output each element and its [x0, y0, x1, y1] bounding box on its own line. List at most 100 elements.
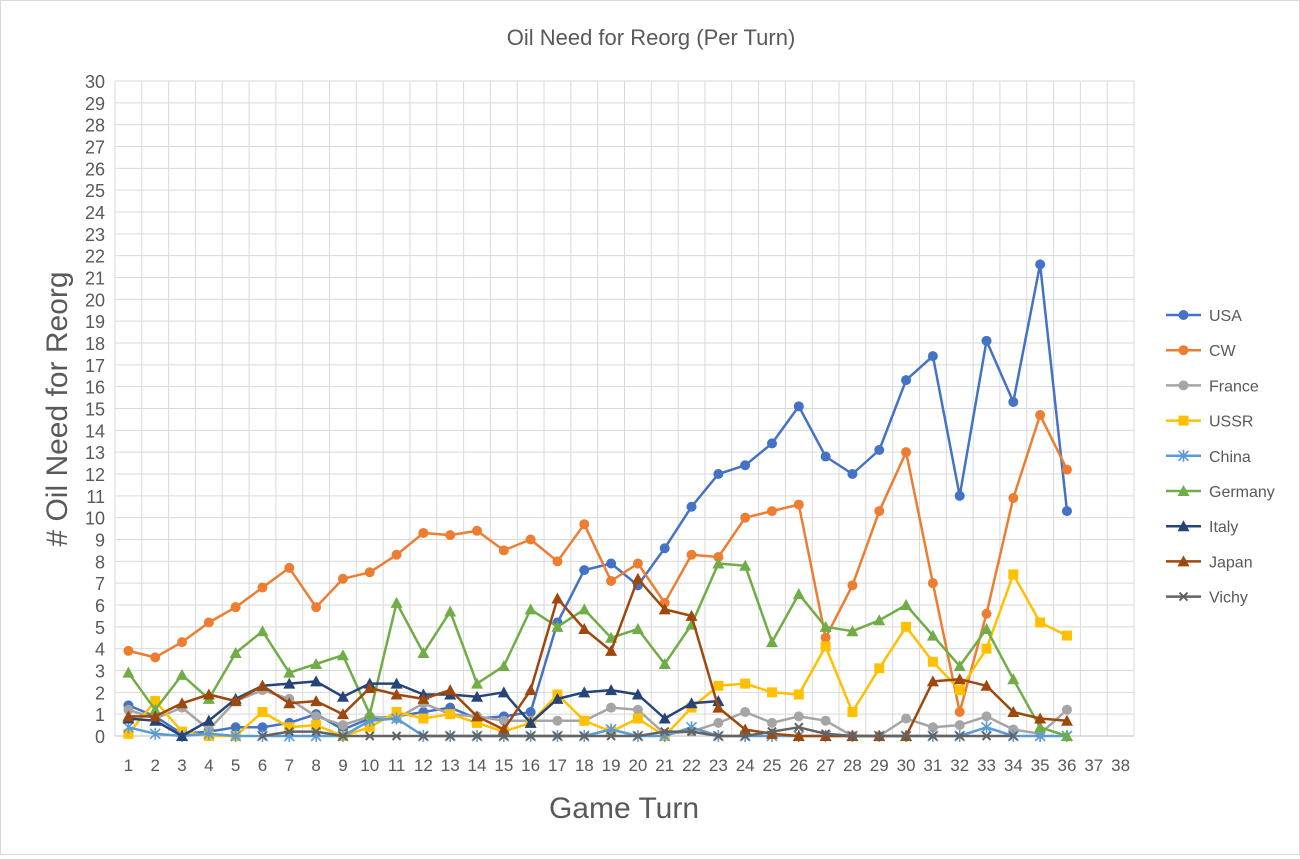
data-point-germany: [363, 708, 376, 720]
y-tick-label: 16: [85, 378, 105, 398]
y-tick-label: 22: [85, 247, 105, 267]
data-point-usa: [606, 558, 617, 569]
data-point-japan: [631, 572, 644, 584]
data-point-vichy: [928, 731, 938, 741]
data-point-france: [123, 704, 134, 715]
data-point-cw: [203, 617, 214, 628]
data-point-japan: [605, 644, 618, 656]
y-tick-label: 28: [85, 116, 105, 136]
data-point-vichy: [794, 722, 804, 732]
data-point-germany: [336, 649, 349, 661]
x-tick-label: 11: [388, 756, 406, 775]
data-point-germany: [900, 599, 913, 610]
x-tick-label: 31: [923, 756, 942, 775]
x-tick-label: 16: [521, 756, 540, 775]
data-point-cw: [713, 551, 724, 562]
y-tick-label: 0: [95, 727, 105, 747]
y-tick-label: 9: [95, 531, 105, 551]
x-tick-label: 25: [763, 756, 782, 775]
data-point-vichy: [579, 731, 589, 741]
x-tick-label: 15: [494, 756, 513, 775]
series-japan: [122, 572, 1073, 741]
data-point-cw: [150, 652, 161, 663]
x-tick-label: 38: [1111, 756, 1130, 775]
legend-entry-japan: Japan: [1166, 554, 1253, 571]
legend-entry-italy: Italy: [1166, 519, 1238, 536]
data-point-japan: [1007, 705, 1020, 717]
y-tick-label: 30: [85, 72, 105, 92]
data-point-ussr: [472, 717, 483, 728]
y-tick-label: 18: [85, 334, 105, 354]
data-point-japan: [202, 688, 215, 700]
series-cw: [123, 410, 1072, 717]
legend-entry-germany: Germany: [1166, 484, 1275, 501]
data-point-vichy: [874, 731, 884, 741]
data-point-vichy: [499, 731, 509, 741]
legend-entry-usa: USA: [1166, 308, 1242, 325]
y-tick-label: 27: [85, 138, 105, 158]
legend-label-germany: Germany: [1209, 484, 1275, 501]
x-tick-label: 23: [709, 756, 728, 775]
data-point-italy: [202, 714, 215, 726]
y-axis-label: # Oil Need for Reorg: [41, 271, 74, 546]
data-point-usa: [230, 722, 241, 733]
data-point-cw: [230, 602, 241, 613]
data-point-ussr: [820, 641, 831, 652]
data-point-china: [230, 730, 242, 742]
data-point-china: [149, 727, 161, 740]
data-point-vichy: [686, 726, 697, 737]
x-tick-label: 4: [204, 756, 213, 775]
data-point-france: [311, 711, 322, 722]
data-point-cw: [525, 534, 536, 545]
x-tick-label: 26: [789, 756, 808, 775]
data-point-germany: [658, 657, 671, 669]
data-point-japan: [310, 695, 323, 707]
data-point-ussr: [445, 709, 456, 720]
data-point-japan: [149, 710, 162, 722]
y-tick-label: 2: [95, 683, 105, 703]
data-point-japan: [417, 692, 430, 704]
data-point-vichy: [257, 731, 268, 741]
data-point-italy: [631, 688, 644, 700]
data-point-italy: [471, 690, 484, 702]
gridlines: [114, 80, 1135, 737]
data-point-japan: [471, 710, 484, 722]
data-point-japan: [524, 684, 537, 696]
data-point-usa: [257, 722, 268, 733]
data-point-ussr: [579, 715, 590, 726]
data-point-ussr: [1061, 630, 1072, 641]
data-point-vichy: [472, 731, 482, 741]
data-point-vichy: [311, 726, 321, 737]
data-point-vichy: [284, 726, 295, 737]
legend-label-cw: CW: [1209, 343, 1237, 360]
data-point-italy: [685, 697, 698, 709]
data-point-ussr: [927, 656, 938, 667]
data-point-france: [954, 720, 965, 731]
data-point-cw: [954, 706, 965, 717]
data-point-vichy: [954, 731, 965, 741]
y-tick-label: 24: [85, 203, 105, 223]
legend-label-france: France: [1209, 378, 1259, 395]
data-point-italy: [390, 677, 403, 689]
data-point-germany: [819, 620, 832, 632]
data-point-vichy: [713, 731, 724, 741]
data-point-usa: [847, 469, 858, 479]
data-point-cw: [874, 506, 885, 517]
x-tick-label: 29: [870, 756, 889, 775]
data-point-cw: [847, 580, 858, 591]
x-tick-label: 10: [360, 756, 379, 775]
data-point-usa: [793, 401, 804, 412]
data-point-vichy: [767, 726, 777, 737]
data-point-cw: [1035, 410, 1046, 421]
legend: USA CW France USSR China Germany Italy Japan Vic…: [1166, 308, 1275, 607]
x-tick-label: 34: [1004, 756, 1023, 775]
data-point-germany: [631, 623, 644, 635]
data-point-ussr: [632, 713, 643, 724]
legend-marker-china: [1177, 449, 1190, 462]
legend-marker-italy: [1177, 520, 1190, 532]
data-point-usa: [659, 543, 670, 554]
data-point-japan: [283, 697, 296, 709]
legend-marker-usa: [1178, 310, 1189, 320]
legend-marker-ussr: [1178, 415, 1189, 426]
